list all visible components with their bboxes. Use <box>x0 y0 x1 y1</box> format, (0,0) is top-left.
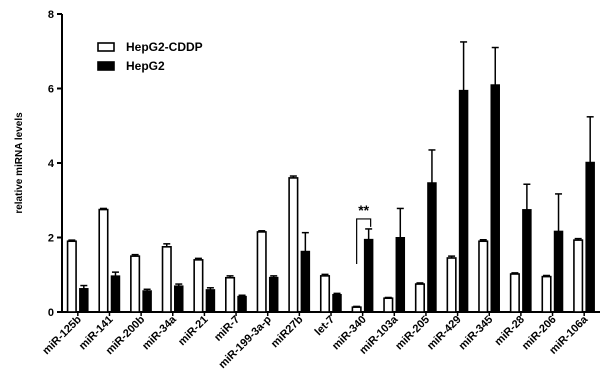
bar-hepg2-cddp-mir-141 <box>98 208 109 313</box>
bar-hepg2-cddp-mir-103a <box>383 297 394 313</box>
bar-hepg2-cddp-mir-205 <box>414 283 425 313</box>
bar-hepg2-mir-199-3a-p <box>268 276 279 313</box>
annotations: ** <box>356 202 372 264</box>
bar-hepg2-cddp-mir-34a <box>161 246 172 313</box>
bar-hepg2-cddp-mir-28 <box>509 273 520 313</box>
bar-hepg2-mir27b <box>300 250 311 313</box>
significance-marker: ** <box>358 202 369 218</box>
bar-hepg2-mir-103a <box>395 237 406 313</box>
bar-hepg2-cddp-mir-125b <box>66 240 77 313</box>
bar-hepg2-cddp-mir-340 <box>351 306 362 313</box>
bar-hepg2-cddp-mir-206 <box>541 275 552 313</box>
x-tick-label-mir-125b: miR-125b <box>40 313 84 357</box>
bar-hepg2-mir-340 <box>363 238 374 313</box>
x-tick-label-mir-345: miR-345 <box>457 314 496 353</box>
bar-hepg2-cddp-mir-345 <box>478 240 489 313</box>
bar-hepg2-mir-206 <box>553 230 564 313</box>
bar-hepg2-mir-125b <box>79 288 89 313</box>
bars <box>66 84 595 313</box>
bar-hepg2-cddp-mir-106a <box>573 239 584 313</box>
bar-hepg2-mir-345 <box>490 84 500 313</box>
significance-bracket <box>356 218 372 264</box>
bar-hepg2-mir-200b <box>142 290 152 313</box>
bar-hepg2-let-7 <box>332 293 342 313</box>
y-tick-label-6: 6 <box>48 84 54 96</box>
y-tick-label-4: 4 <box>48 158 55 170</box>
bar-hepg2-mir-21 <box>205 289 216 313</box>
bar-hepg2-cddp-mir-429 <box>446 257 457 313</box>
bar-hepg2-cddp-mir-200b <box>130 255 141 313</box>
bar-hepg2-cddp-let-7 <box>319 275 331 313</box>
bar-hepg2-cddp-mir-199-3a-p <box>256 231 267 313</box>
x-tick-label-mir-34a: miR-34a <box>140 313 179 352</box>
y-tick-label-8: 8 <box>48 9 54 21</box>
x-tick-label-mir-7: miR-7 <box>212 314 242 344</box>
y-axis-title: relative miRNA levels <box>14 112 25 214</box>
y-tick-label-2: 2 <box>48 233 54 245</box>
legend-label-hepg2-cddp: HepG2-CDDP <box>126 40 203 54</box>
bar-hepg2-mir-429 <box>458 89 469 313</box>
bar-hepg2-cddp-mir27b <box>288 177 299 313</box>
bar-hepg2-cddp-mir-21 <box>193 259 204 313</box>
bar-hepg2-cddp-mir-7 <box>225 276 236 313</box>
bar-hepg2-mir-141 <box>110 275 121 313</box>
x-tick-label-mir-21: miR-21 <box>176 314 210 348</box>
legend: HepG2-CDDP HepG2 <box>97 40 203 73</box>
bar-hepg2-mir-7 <box>237 295 247 313</box>
legend-swatch-hepg2 <box>97 61 115 71</box>
bar-hepg2-mir-106a <box>585 161 595 313</box>
error-bars <box>68 41 594 308</box>
x-tick-label-mir27b: miR27b <box>269 313 306 350</box>
y-tick-label-0: 0 <box>48 307 54 319</box>
x-tick-label-let-7: let-7 <box>313 314 337 338</box>
bar-hepg2-mir-205 <box>427 182 437 313</box>
legend-label-hepg2: HepG2 <box>126 59 165 73</box>
legend-swatch-hepg2-cddp <box>97 42 115 52</box>
bar-hepg2-mir-34a <box>174 285 184 313</box>
bar-hepg2-mir-28 <box>522 209 532 313</box>
